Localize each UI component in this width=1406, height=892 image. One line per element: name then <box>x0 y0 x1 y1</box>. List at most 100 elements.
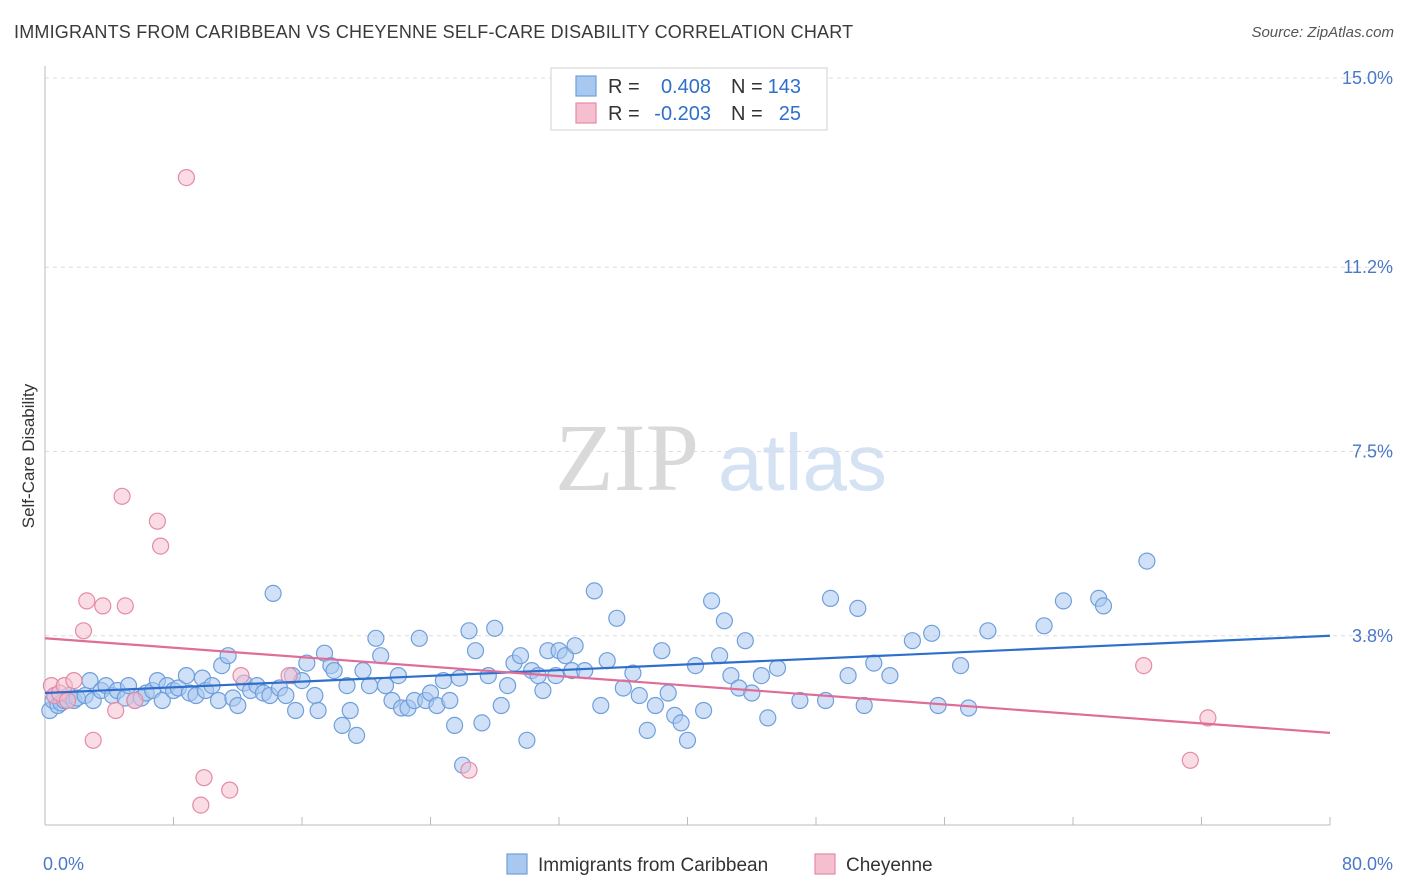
point-blue-37 <box>229 696 247 715</box>
trend-line-blue <box>44 634 1331 695</box>
point-blue-65 <box>389 666 407 685</box>
point-pink-5 <box>65 671 83 690</box>
point-blue-27 <box>177 666 195 685</box>
series-legend-swatch-pink <box>814 853 836 875</box>
point-blue-122 <box>759 709 777 727</box>
point-blue-78 <box>460 622 478 640</box>
point-blue-35 <box>219 647 237 665</box>
point-blue-60 <box>360 676 379 695</box>
point-pink-7 <box>78 592 96 610</box>
point-blue-100 <box>598 652 616 670</box>
point-blue-84 <box>499 676 517 695</box>
point-blue-119 <box>736 632 754 650</box>
legend-r-label-1: R = <box>608 76 640 98</box>
point-blue-74 <box>441 691 459 710</box>
point-blue-114 <box>702 592 721 610</box>
point-blue-50 <box>306 686 324 705</box>
y-tick-label-1: 7.5% <box>1352 442 1393 462</box>
point-blue-121 <box>752 666 771 685</box>
y-tick-label-2: 11.2% <box>1343 257 1393 277</box>
point-blue-138 <box>1035 617 1053 635</box>
point-blue-141 <box>1094 597 1113 615</box>
point-blue-56 <box>338 676 356 695</box>
point-blue-113 <box>694 701 713 720</box>
point-blue-87 <box>518 731 536 749</box>
point-blue-82 <box>486 619 504 637</box>
point-pink-24 <box>1181 751 1199 769</box>
point-blue-127 <box>839 666 857 685</box>
point-blue-126 <box>821 589 840 608</box>
point-pink-4 <box>58 691 77 710</box>
point-blue-80 <box>473 714 491 732</box>
point-blue-43 <box>264 584 282 603</box>
point-pink-22 <box>460 761 478 779</box>
point-blue-61 <box>367 629 385 647</box>
series-legend-label-pink: Cheyenne <box>846 855 933 876</box>
point-blue-112 <box>686 656 705 675</box>
stats-legend-box <box>550 67 828 131</box>
point-pink-6 <box>74 622 93 640</box>
point-blue-90 <box>534 681 552 700</box>
point-blue-62 <box>372 647 390 665</box>
legend-swatch-blue <box>575 75 597 97</box>
point-pink-17 <box>192 796 210 814</box>
legend-r-value-2: -0.203 <box>654 103 711 125</box>
point-blue-137 <box>979 622 997 640</box>
point-blue-131 <box>881 666 899 685</box>
point-blue-142 <box>1138 552 1156 570</box>
point-blue-76 <box>450 669 468 687</box>
point-pink-23 <box>1135 656 1153 675</box>
point-blue-105 <box>638 721 656 740</box>
point-pink-21 <box>280 666 298 685</box>
point-blue-75 <box>446 716 464 735</box>
legend-swatch-pink <box>575 102 597 124</box>
point-blue-117 <box>722 666 740 685</box>
point-blue-49 <box>298 654 316 672</box>
point-blue-33 <box>209 691 228 710</box>
legend-r-value-1: 0.408 <box>661 76 711 98</box>
series-legend: Immigrants from Caribbean Cheyenne <box>506 853 933 876</box>
y-axis-title: Self-Care Disability <box>19 383 38 528</box>
point-blue-106 <box>646 696 665 715</box>
point-pink-14 <box>148 512 166 530</box>
source-label: Source: ZipAtlas.com <box>1251 24 1394 41</box>
y-tick-label-0: 3.8% <box>1352 626 1393 646</box>
point-blue-58 <box>348 726 366 745</box>
point-blue-79 <box>466 642 485 660</box>
point-blue-120 <box>743 684 761 702</box>
trend-lines <box>44 634 1331 734</box>
point-blue-55 <box>333 716 351 735</box>
point-blue-135 <box>951 656 970 675</box>
watermark-zip: ZIP <box>555 404 699 511</box>
point-blue-124 <box>791 691 809 710</box>
point-pink-18 <box>195 769 213 787</box>
point-blue-97 <box>576 661 594 680</box>
point-blue-99 <box>592 696 610 715</box>
point-blue-107 <box>653 642 671 660</box>
point-blue-132 <box>903 632 922 650</box>
point-blue-128 <box>849 599 867 618</box>
point-blue-17 <box>119 676 138 695</box>
point-blue-54 <box>325 661 343 680</box>
legend-r-label-2: R = <box>608 103 640 125</box>
series-legend-swatch-blue <box>506 853 528 875</box>
point-blue-96 <box>566 637 584 655</box>
series-legend-label-blue: Immigrants from Caribbean <box>538 855 768 876</box>
point-pink-12 <box>116 597 134 615</box>
point-blue-133 <box>923 624 941 642</box>
stats-legend: R = 0.408 N = 143 R = -0.203 N = 25 <box>550 67 828 131</box>
legend-n-value-1: 143 <box>768 76 801 98</box>
legend-n-label-1: N = <box>731 76 763 98</box>
x-tick-label-1: 80.0% <box>1342 854 1393 874</box>
point-pink-10 <box>107 701 125 720</box>
point-blue-104 <box>630 686 648 705</box>
legend-n-value-2: 25 <box>779 103 801 125</box>
point-blue-130 <box>865 654 883 672</box>
point-blue-86 <box>511 647 530 665</box>
tick-labels: 3.8% 7.5% 11.2% 15.0% 0.0% 80.0% <box>43 68 1393 874</box>
point-pink-8 <box>84 731 102 749</box>
point-blue-108 <box>659 684 677 702</box>
point-pink-13 <box>126 691 144 710</box>
trend-line-pink <box>44 637 1331 734</box>
